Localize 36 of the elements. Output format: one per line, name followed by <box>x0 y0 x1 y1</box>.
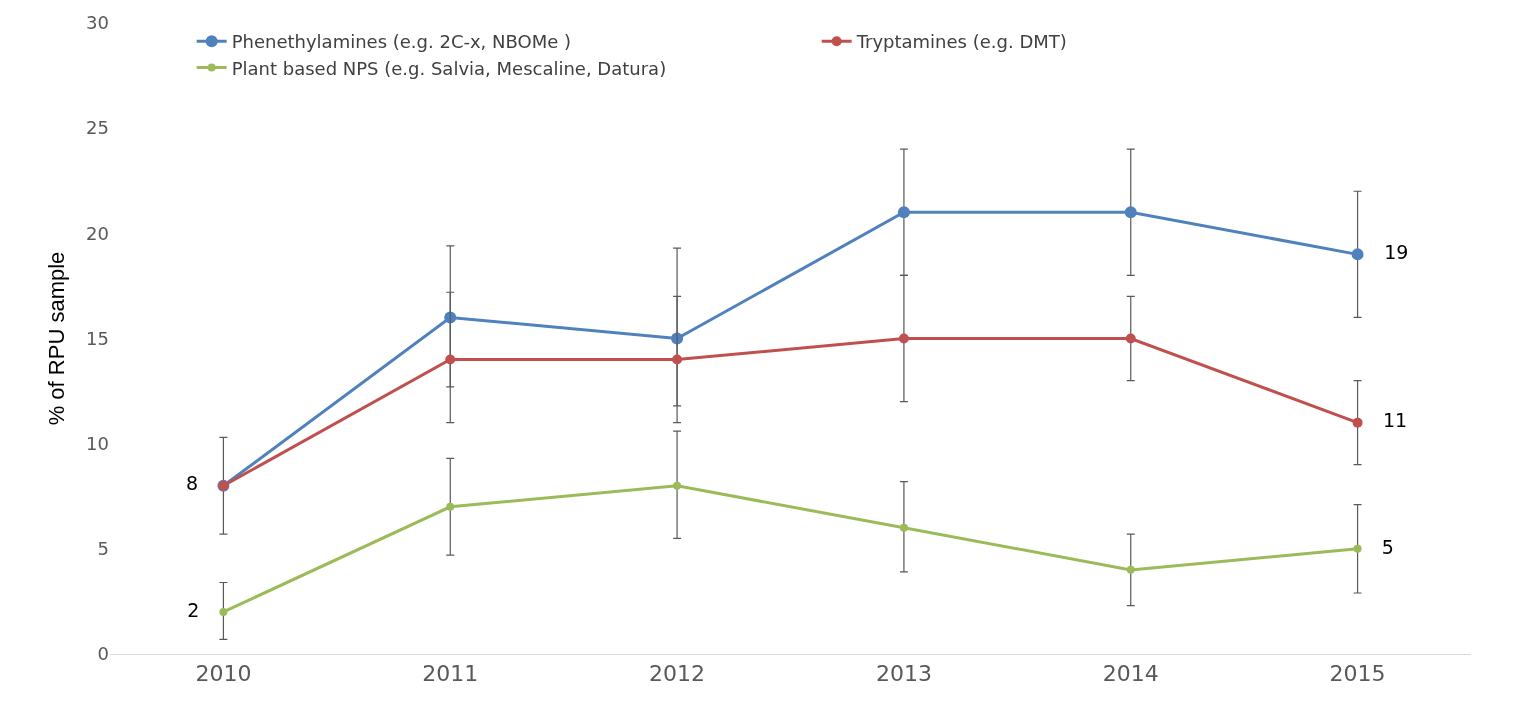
y-tick-label: 0 <box>97 643 109 665</box>
data-label: 5 <box>1363 535 1412 558</box>
x-tick-label: 2013 <box>875 661 932 687</box>
y-axis-title: % of RPU sample <box>43 251 69 426</box>
x-tick-label: 2012 <box>649 661 706 687</box>
data-label: 2 <box>169 598 218 621</box>
point <box>1124 206 1137 219</box>
y-tick-label: 25 <box>86 117 109 139</box>
y-tick-label: 30 <box>86 12 109 34</box>
point <box>898 333 909 344</box>
point <box>1125 333 1136 344</box>
x-tick-label: 2011 <box>422 661 479 687</box>
point <box>672 354 683 365</box>
data-label: 19 <box>1366 241 1427 264</box>
data-label: 11 <box>1364 409 1426 432</box>
point <box>899 523 908 532</box>
point <box>1353 544 1362 553</box>
x-tick-label: 2014 <box>1102 661 1159 687</box>
legend-label: Phenethylamines (e.g. 2C-x, NBOMe ) <box>231 31 572 53</box>
point <box>446 502 455 511</box>
point <box>1126 565 1135 574</box>
point <box>897 206 910 219</box>
x-tick-label: 2010 <box>195 661 252 687</box>
y-tick-label: 5 <box>97 538 109 560</box>
y-tick-label: 15 <box>86 327 109 349</box>
y-tick-label: 20 <box>86 222 109 244</box>
legend-label: Plant based NPS (e.g. Salvia, Mescaline, Datura) <box>231 57 667 79</box>
y-tick-label: 10 <box>86 432 109 454</box>
point <box>219 607 228 616</box>
point <box>1351 248 1364 261</box>
legend-label: Tryptamines (e.g. DMT) <box>855 31 1067 53</box>
x-tick-label: 2015 <box>1329 661 1386 687</box>
point <box>673 481 682 490</box>
point <box>445 354 456 365</box>
data-label: 8 <box>167 472 217 495</box>
point <box>1352 417 1363 428</box>
